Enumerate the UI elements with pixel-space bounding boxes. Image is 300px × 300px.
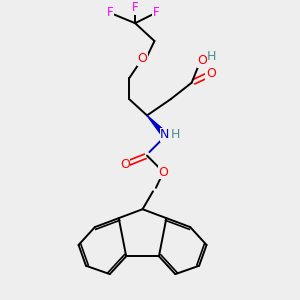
Text: O: O [206, 67, 216, 80]
Text: H: H [171, 128, 180, 141]
Text: F: F [106, 6, 113, 19]
Text: O: O [158, 166, 168, 178]
Text: O: O [197, 54, 207, 67]
Text: N: N [160, 128, 170, 141]
Text: F: F [132, 1, 138, 14]
Text: O: O [120, 158, 130, 171]
Text: F: F [153, 6, 159, 19]
Text: O: O [138, 52, 148, 65]
Text: H: H [207, 50, 217, 63]
Polygon shape [147, 116, 167, 137]
